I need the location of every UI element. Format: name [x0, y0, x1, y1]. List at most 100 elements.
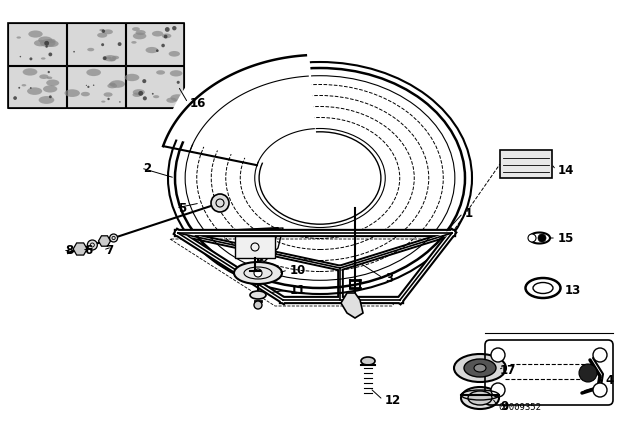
Polygon shape: [341, 293, 363, 318]
Text: 6: 6: [84, 244, 92, 257]
Ellipse shape: [47, 39, 56, 43]
Ellipse shape: [108, 98, 109, 100]
Ellipse shape: [136, 30, 146, 35]
Ellipse shape: [108, 83, 117, 88]
Circle shape: [87, 240, 97, 250]
Ellipse shape: [40, 39, 56, 47]
Text: 4: 4: [605, 374, 613, 387]
Ellipse shape: [143, 96, 147, 100]
Circle shape: [491, 383, 505, 397]
Ellipse shape: [106, 56, 112, 59]
Ellipse shape: [103, 29, 113, 34]
Ellipse shape: [169, 51, 180, 56]
Ellipse shape: [170, 94, 185, 101]
Ellipse shape: [153, 95, 159, 98]
Circle shape: [211, 194, 229, 212]
Ellipse shape: [454, 354, 506, 382]
Circle shape: [528, 234, 536, 242]
Ellipse shape: [464, 359, 496, 377]
Ellipse shape: [27, 87, 42, 95]
Ellipse shape: [118, 42, 122, 46]
Ellipse shape: [93, 85, 94, 86]
Ellipse shape: [17, 36, 21, 39]
Text: 00009352: 00009352: [498, 403, 541, 412]
Ellipse shape: [41, 57, 45, 60]
Ellipse shape: [152, 93, 154, 95]
Bar: [126, 66, 184, 108]
Bar: [8, 23, 184, 108]
Text: 13: 13: [565, 284, 581, 297]
Ellipse shape: [533, 283, 553, 293]
Ellipse shape: [13, 96, 17, 100]
Ellipse shape: [99, 29, 104, 31]
Circle shape: [109, 234, 118, 242]
Ellipse shape: [131, 41, 136, 44]
Ellipse shape: [22, 84, 26, 86]
Ellipse shape: [461, 387, 499, 409]
Bar: [8, 23, 66, 65]
Circle shape: [538, 234, 546, 242]
Ellipse shape: [38, 96, 54, 104]
Ellipse shape: [38, 36, 52, 43]
Ellipse shape: [28, 30, 43, 38]
Ellipse shape: [138, 91, 143, 96]
Ellipse shape: [125, 74, 140, 81]
Ellipse shape: [101, 43, 104, 46]
Ellipse shape: [49, 95, 52, 98]
Ellipse shape: [43, 86, 58, 93]
Ellipse shape: [86, 85, 87, 86]
Text: 15: 15: [558, 232, 574, 245]
Ellipse shape: [109, 80, 125, 88]
Ellipse shape: [45, 45, 48, 48]
Circle shape: [579, 364, 597, 382]
Text: 8: 8: [65, 244, 73, 257]
Ellipse shape: [142, 79, 147, 83]
Bar: [67, 66, 125, 108]
Ellipse shape: [162, 34, 172, 38]
Text: 5: 5: [178, 202, 186, 215]
Ellipse shape: [102, 56, 107, 60]
Wedge shape: [163, 16, 320, 178]
Bar: [235, 236, 275, 258]
Text: 16: 16: [190, 96, 206, 109]
Ellipse shape: [102, 30, 105, 33]
Ellipse shape: [156, 70, 165, 75]
Text: 3: 3: [385, 271, 393, 284]
Ellipse shape: [19, 87, 20, 89]
Ellipse shape: [20, 56, 21, 57]
Text: 10: 10: [290, 263, 307, 276]
Ellipse shape: [177, 81, 180, 84]
Text: 9: 9: [500, 400, 508, 413]
Ellipse shape: [22, 68, 37, 76]
Polygon shape: [73, 243, 87, 255]
Text: 17: 17: [500, 363, 516, 376]
Ellipse shape: [44, 41, 49, 46]
Ellipse shape: [46, 79, 60, 86]
Ellipse shape: [234, 262, 282, 284]
Ellipse shape: [112, 56, 119, 59]
Ellipse shape: [250, 291, 266, 299]
Ellipse shape: [172, 26, 177, 30]
Ellipse shape: [30, 87, 31, 89]
Ellipse shape: [81, 92, 90, 96]
Ellipse shape: [47, 77, 52, 79]
Ellipse shape: [29, 57, 33, 60]
Ellipse shape: [73, 51, 75, 52]
Ellipse shape: [132, 93, 141, 97]
Ellipse shape: [109, 58, 116, 61]
Ellipse shape: [170, 70, 182, 77]
Ellipse shape: [45, 40, 59, 47]
Ellipse shape: [104, 92, 113, 97]
Circle shape: [593, 383, 607, 397]
Ellipse shape: [97, 33, 108, 38]
Ellipse shape: [119, 101, 120, 103]
Circle shape: [491, 348, 505, 362]
Ellipse shape: [101, 100, 106, 103]
Ellipse shape: [47, 71, 50, 73]
Text: 14: 14: [558, 164, 574, 177]
Ellipse shape: [65, 89, 80, 97]
Bar: [126, 23, 184, 65]
Ellipse shape: [145, 47, 158, 53]
Text: 1: 1: [465, 207, 473, 220]
Ellipse shape: [361, 357, 375, 365]
